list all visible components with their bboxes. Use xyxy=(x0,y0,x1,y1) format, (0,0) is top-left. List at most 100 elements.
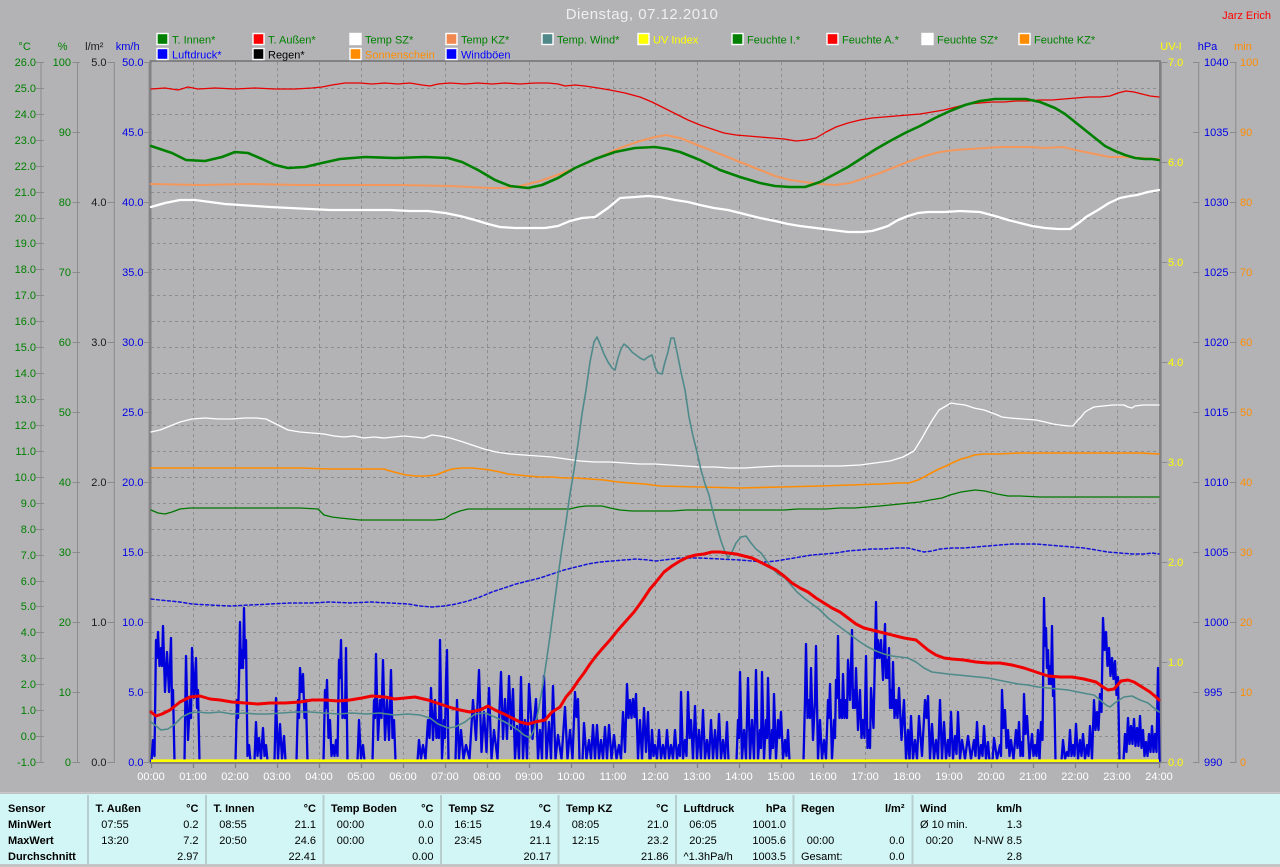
svg-text:Temp KZ*: Temp KZ* xyxy=(461,35,510,47)
svg-text:11:00: 11:00 xyxy=(600,771,627,783)
svg-text:15.0: 15.0 xyxy=(15,342,36,354)
svg-text:Feuchte I.*: Feuchte I.* xyxy=(747,35,801,47)
svg-text:hPa: hPa xyxy=(1198,41,1218,53)
svg-text:7.2: 7.2 xyxy=(183,835,198,847)
svg-text:21.0: 21.0 xyxy=(647,819,668,831)
svg-text:°C: °C xyxy=(304,803,316,815)
svg-text:30: 30 xyxy=(1240,547,1252,559)
svg-text:19:00: 19:00 xyxy=(935,771,963,783)
svg-text:20: 20 xyxy=(1240,617,1252,629)
svg-text:Ø 10 min.: Ø 10 min. xyxy=(920,819,968,831)
svg-text:10:00: 10:00 xyxy=(557,771,585,783)
svg-text:0.0: 0.0 xyxy=(91,757,106,769)
svg-text:18.0: 18.0 xyxy=(15,264,36,276)
svg-text:9.0: 9.0 xyxy=(21,498,36,510)
svg-text:13:00: 13:00 xyxy=(683,771,711,783)
svg-text:04:00: 04:00 xyxy=(305,771,333,783)
svg-text:17.0: 17.0 xyxy=(15,290,36,302)
svg-text:l/m²: l/m² xyxy=(885,803,905,815)
svg-text:45.0: 45.0 xyxy=(122,127,143,139)
svg-text:0.0: 0.0 xyxy=(889,851,904,863)
svg-text:00:00: 00:00 xyxy=(337,835,365,847)
svg-text:23:00: 23:00 xyxy=(1103,771,1131,783)
svg-text:12:00: 12:00 xyxy=(641,771,669,783)
svg-text:0.00: 0.00 xyxy=(412,851,433,863)
svg-text:1040: 1040 xyxy=(1204,57,1228,69)
svg-text:00:00: 00:00 xyxy=(137,771,165,783)
svg-text:50: 50 xyxy=(59,407,71,419)
svg-text:00:00: 00:00 xyxy=(807,835,835,847)
svg-text:1005.6: 1005.6 xyxy=(752,835,786,847)
svg-text:21.0: 21.0 xyxy=(15,187,36,199)
svg-text:T. Innen*: T. Innen* xyxy=(172,35,216,47)
svg-text:0.0: 0.0 xyxy=(418,819,433,831)
svg-text:25.0: 25.0 xyxy=(15,83,36,95)
svg-text:1030: 1030 xyxy=(1204,197,1228,209)
svg-text:06:05: 06:05 xyxy=(689,819,717,831)
svg-text:70: 70 xyxy=(1240,267,1252,279)
svg-text:995: 995 xyxy=(1204,687,1222,699)
svg-text:50.0: 50.0 xyxy=(122,57,143,69)
svg-text:1.0: 1.0 xyxy=(21,705,36,717)
svg-text:17:00: 17:00 xyxy=(851,771,879,783)
svg-text:1010: 1010 xyxy=(1204,477,1228,489)
svg-text:12.0: 12.0 xyxy=(15,420,36,432)
svg-text:26.0: 26.0 xyxy=(15,57,36,69)
svg-text:14:00: 14:00 xyxy=(725,771,753,783)
svg-text:05:00: 05:00 xyxy=(347,771,375,783)
svg-text:4.0: 4.0 xyxy=(91,197,106,209)
svg-text:Feuchte KZ*: Feuchte KZ* xyxy=(1034,35,1096,47)
svg-text:°C: °C xyxy=(539,803,551,815)
svg-text:T. Innen: T. Innen xyxy=(214,803,255,815)
svg-text:°C: °C xyxy=(421,803,433,815)
svg-text:35.0: 35.0 xyxy=(122,267,143,279)
svg-text:80: 80 xyxy=(59,197,71,209)
svg-text:20.0: 20.0 xyxy=(15,213,36,225)
svg-text:40: 40 xyxy=(1240,477,1252,489)
svg-text:Sensor: Sensor xyxy=(8,803,46,815)
svg-text:3.0: 3.0 xyxy=(21,653,36,665)
svg-text:50: 50 xyxy=(1240,407,1252,419)
svg-text:01:00: 01:00 xyxy=(179,771,207,783)
svg-text:Gesamt:: Gesamt: xyxy=(801,851,843,863)
svg-text:2.0: 2.0 xyxy=(91,477,106,489)
svg-text:2.8: 2.8 xyxy=(1007,851,1022,863)
svg-text:1015: 1015 xyxy=(1204,407,1228,419)
svg-text:20.0: 20.0 xyxy=(122,477,143,489)
svg-text:08:55: 08:55 xyxy=(219,819,247,831)
svg-text:80: 80 xyxy=(1240,197,1252,209)
svg-text:T. Außen: T. Außen xyxy=(96,803,142,815)
svg-text:6.0: 6.0 xyxy=(21,576,36,588)
svg-text:14.0: 14.0 xyxy=(15,368,36,380)
svg-text:8.0: 8.0 xyxy=(21,524,36,536)
svg-text:2.97: 2.97 xyxy=(177,851,198,863)
svg-text:MinWert: MinWert xyxy=(8,819,52,831)
svg-text:0.0: 0.0 xyxy=(128,757,143,769)
svg-text:0: 0 xyxy=(1240,757,1246,769)
svg-text:Wind: Wind xyxy=(920,803,947,815)
svg-text:07:55: 07:55 xyxy=(101,819,129,831)
svg-text:10.0: 10.0 xyxy=(122,617,143,629)
svg-text:l/m²: l/m² xyxy=(85,41,104,53)
svg-text:1035: 1035 xyxy=(1204,127,1228,139)
svg-text:16.0: 16.0 xyxy=(15,316,36,328)
svg-text:°C: °C xyxy=(186,803,198,815)
svg-text:15.0: 15.0 xyxy=(122,547,143,559)
svg-text:23:45: 23:45 xyxy=(454,835,482,847)
svg-text:20.17: 20.17 xyxy=(523,851,551,863)
svg-text:1020: 1020 xyxy=(1204,337,1228,349)
svg-text:5.0: 5.0 xyxy=(21,601,36,613)
svg-text:°C: °C xyxy=(18,41,30,53)
svg-text:min: min xyxy=(1234,41,1252,53)
svg-text:40: 40 xyxy=(59,477,71,489)
svg-text:0.0: 0.0 xyxy=(418,835,433,847)
svg-text:30: 30 xyxy=(59,547,71,559)
svg-text:Regen*: Regen* xyxy=(268,50,305,62)
svg-text:20:50: 20:50 xyxy=(219,835,247,847)
svg-text:21:00: 21:00 xyxy=(1019,771,1047,783)
svg-text:Feuchte A.*: Feuchte A.* xyxy=(842,35,900,47)
svg-text:24.0: 24.0 xyxy=(15,109,36,121)
svg-text:UV Index: UV Index xyxy=(653,35,699,47)
svg-text:40.0: 40.0 xyxy=(122,197,143,209)
svg-text:24.6: 24.6 xyxy=(295,835,316,847)
